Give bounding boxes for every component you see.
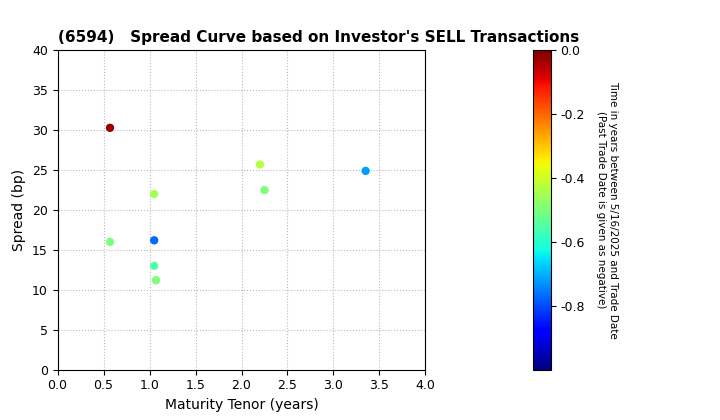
Point: [254, 161, 266, 168]
Point: [148, 191, 160, 197]
Y-axis label: Time in years between 5/16/2025 and Trade Date
(Past Trade Date is given as nega: Time in years between 5/16/2025 and Trad…: [596, 81, 618, 339]
Point: [104, 239, 116, 245]
Point: [150, 277, 162, 284]
Y-axis label: Spread (bp): Spread (bp): [12, 169, 27, 251]
Point: [104, 124, 116, 131]
X-axis label: Maturity Tenor (years): Maturity Tenor (years): [165, 398, 318, 412]
Point: [148, 262, 160, 269]
Point: [148, 237, 160, 244]
Text: (6594)   Spread Curve based on Investor's SELL Transactions: (6594) Spread Curve based on Investor's …: [58, 30, 579, 45]
Point: [258, 186, 270, 193]
Point: [360, 168, 372, 174]
